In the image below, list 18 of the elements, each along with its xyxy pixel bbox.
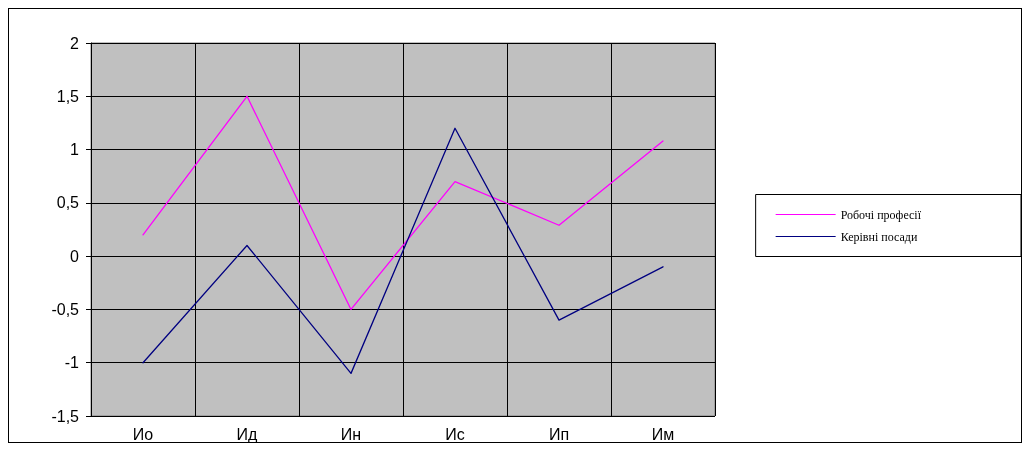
y-tick-label: 1: [70, 141, 80, 159]
line-series: [142, 95, 664, 311]
legend-label: Керівні посади: [840, 229, 918, 244]
legend-label: Робочі професії: [840, 207, 922, 222]
y-tick-label: 0,5: [56, 194, 80, 212]
y-tick-label: 2: [70, 34, 80, 52]
y-tick-label: 1,5: [56, 87, 80, 105]
y-tick-label: 0: [70, 247, 80, 265]
x-tick-label: Ис: [445, 425, 465, 443]
x-tick-label: Ио: [132, 425, 154, 443]
x-tick-label: Им: [651, 425, 675, 443]
x-tick-label: Ин: [340, 425, 362, 443]
y-tick-label: -1: [64, 354, 80, 372]
y-tick-label: -1,5: [51, 407, 80, 425]
y-tick-label: -0,5: [51, 300, 80, 318]
line-series: [142, 127, 664, 375]
x-tick-label: Ип: [548, 425, 570, 443]
x-tick-label: Ид: [236, 425, 259, 443]
